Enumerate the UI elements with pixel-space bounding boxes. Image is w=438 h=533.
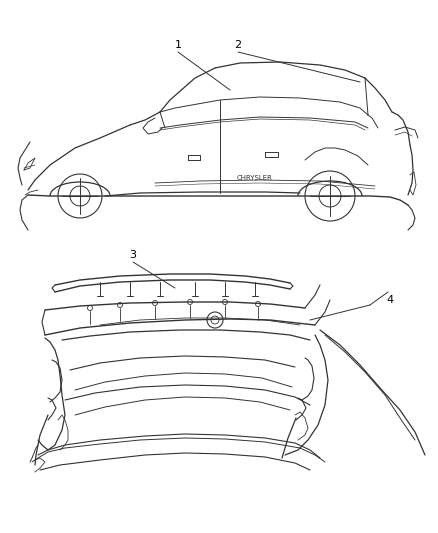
Text: 2: 2 [234, 40, 241, 50]
Text: 3: 3 [129, 250, 136, 260]
Text: 1: 1 [174, 40, 181, 50]
Text: CHRYSLER: CHRYSLER [237, 175, 272, 181]
Text: 4: 4 [385, 295, 392, 305]
